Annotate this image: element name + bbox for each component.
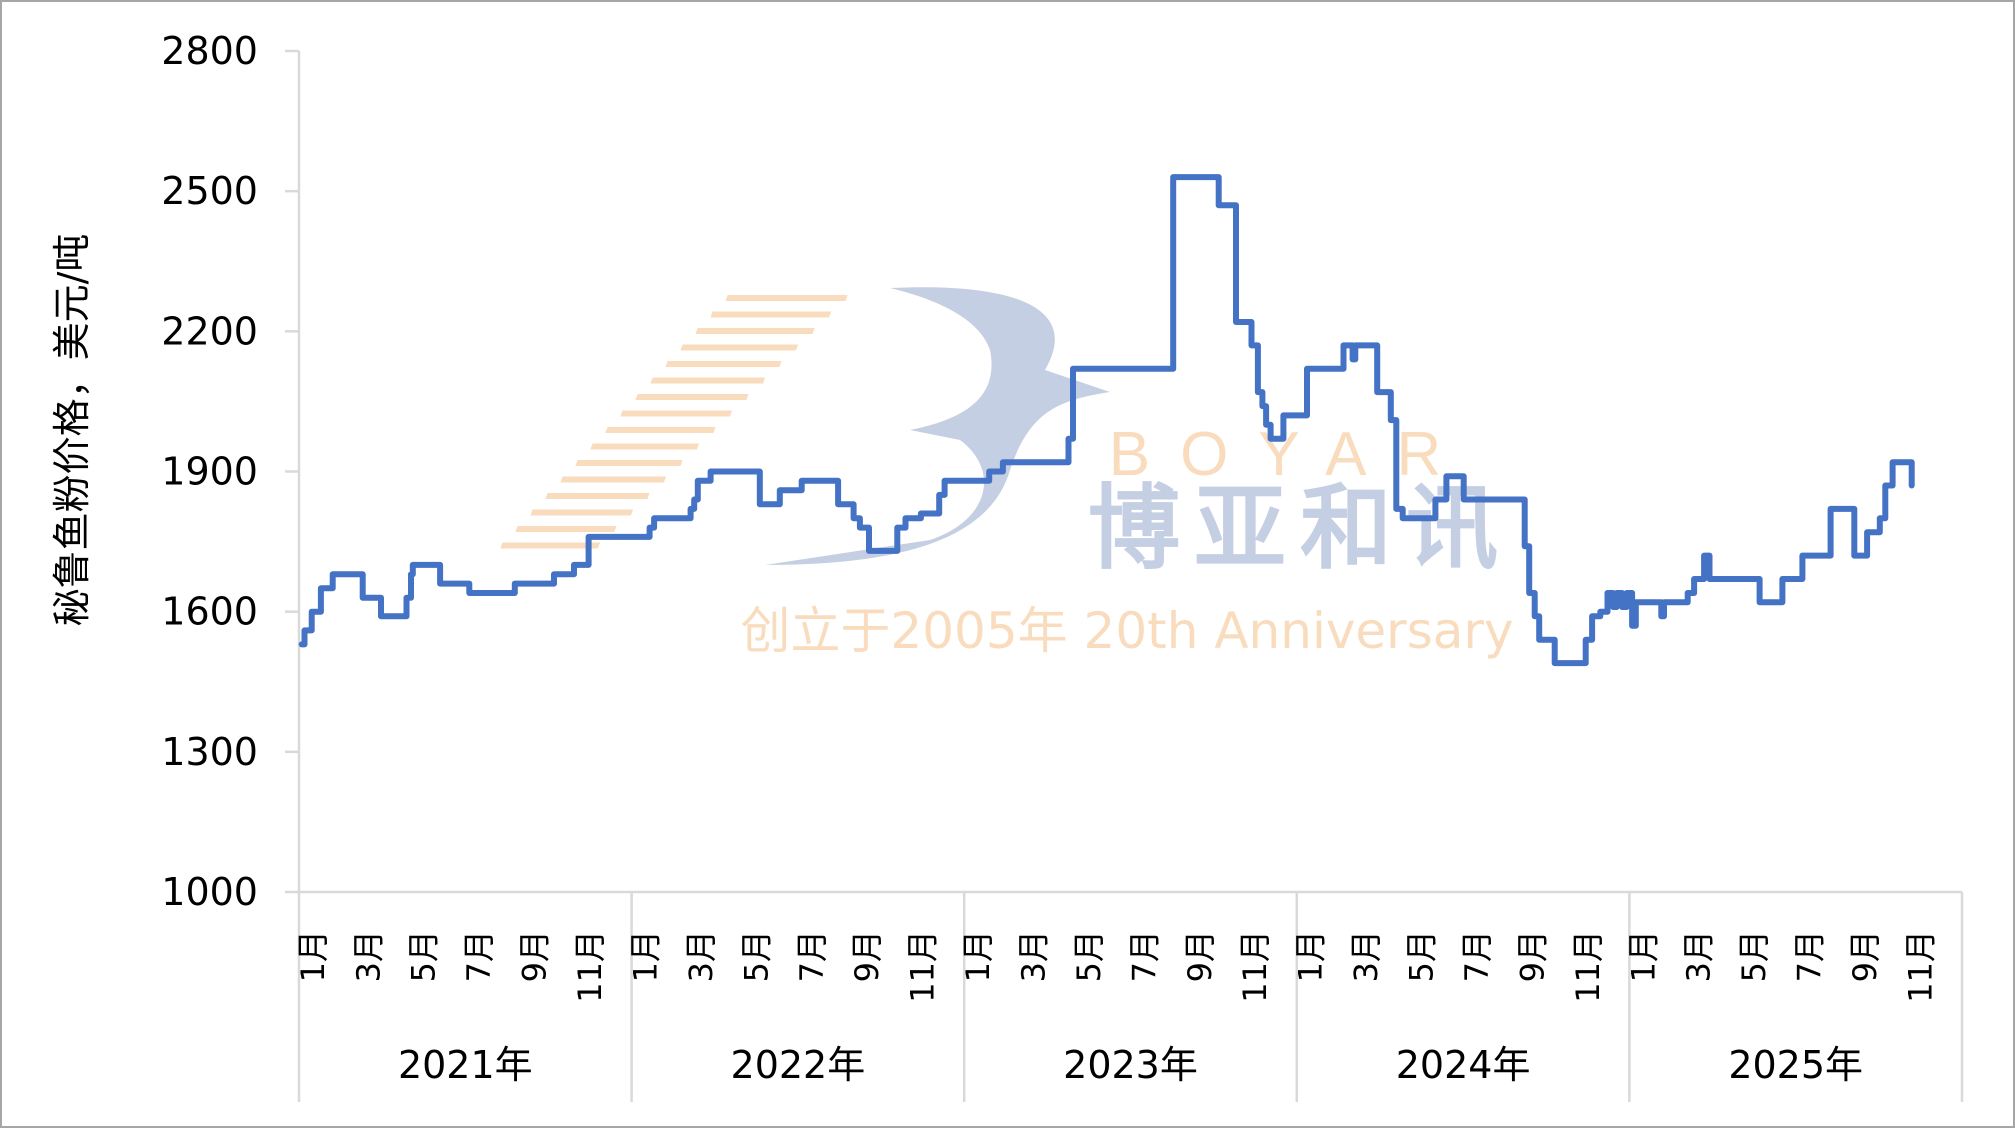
- watermark-brand-cn: 博亚和讯: [1088, 475, 1512, 582]
- x-month-label: 7月: [793, 930, 831, 982]
- x-month-label: 3月: [1680, 930, 1718, 982]
- x-month-label: 9月: [1846, 930, 1884, 982]
- x-month-label: 1月: [626, 930, 664, 982]
- x-month-label: 1月: [1624, 930, 1662, 982]
- series-line: [298, 174, 1915, 667]
- y-tick-label: 2800: [161, 29, 258, 73]
- watermark-stripe: [530, 509, 634, 516]
- x-month-label: 11月: [904, 930, 942, 1003]
- boyar-watermark: BOYAR 博亚和讯 创立于2005年 20th Anniversary: [500, 287, 1514, 660]
- x-year-label: 2022年: [731, 1043, 866, 1087]
- x-month-label: 3月: [1014, 930, 1052, 982]
- watermark-stripe: [515, 526, 617, 532]
- x-month-label: 7月: [460, 930, 498, 982]
- x-month-label: 5月: [405, 930, 443, 982]
- y-tick-label: 2500: [161, 169, 258, 213]
- x-month-label: 9月: [1181, 930, 1219, 982]
- x-month-label: 3月: [682, 930, 720, 982]
- x-month-label: 9月: [1513, 930, 1551, 982]
- x-month-label: 11月: [571, 930, 609, 1003]
- y-tick-label: 2200: [161, 309, 258, 353]
- watermark-stripe: [665, 361, 782, 367]
- y-axis-label: 秘鲁鱼粉价格，美元/吨: [50, 234, 94, 627]
- x-month-label: 9月: [848, 930, 886, 982]
- x-month-label: 1月: [294, 930, 332, 982]
- x-month-label: 7月: [1791, 930, 1829, 982]
- x-month-label: 1月: [959, 930, 997, 982]
- y-tick-label: 1900: [161, 450, 258, 494]
- watermark-logo-b-icon: [765, 287, 1110, 565]
- watermark-stripe: [590, 443, 700, 450]
- watermark-tagline: 创立于2005年 20th Anniversary: [740, 602, 1513, 660]
- x-year-label: 2023年: [1063, 1043, 1198, 1087]
- x-year-label: 2025年: [1728, 1043, 1863, 1087]
- x-month-label: 5月: [1403, 930, 1441, 982]
- axes: 1000 1300 1600 1900 2200 2500 2800 1月 3月 5月 7月 9月 11…: [161, 29, 1964, 1102]
- x-month-label: 11月: [1569, 930, 1607, 1003]
- watermark-stripe: [620, 410, 733, 417]
- watermark-stripes: [500, 295, 848, 549]
- watermark-stripe: [560, 476, 667, 483]
- watermark-brand-en: BOYAR: [1109, 420, 1471, 489]
- x-month-label: 11月: [1901, 930, 1939, 1003]
- watermark-stripe: [575, 460, 683, 466]
- watermark-stripe: [500, 542, 601, 549]
- watermark-stripe: [710, 311, 832, 318]
- x-month-label: 3月: [349, 930, 387, 982]
- x-month-label: 7月: [1125, 930, 1163, 982]
- x-month-label: 11月: [1236, 930, 1274, 1003]
- x-month-label: 5月: [1070, 930, 1108, 982]
- x-month-label: 3月: [1347, 930, 1385, 982]
- y-tick-label: 1600: [161, 590, 258, 634]
- watermark-stripe: [725, 295, 848, 301]
- x-month-label: 9月: [516, 930, 554, 982]
- x-month-label: 1月: [1292, 930, 1330, 982]
- watermark-stripe: [545, 493, 650, 499]
- watermark-stripe: [650, 377, 766, 384]
- watermark-stripe: [695, 328, 815, 334]
- x-year-label: 2024年: [1396, 1043, 1531, 1087]
- x-year-label: 2021年: [398, 1043, 533, 1087]
- y-tick-label: 1300: [161, 730, 258, 774]
- y-tick-label: 1000: [161, 870, 258, 914]
- x-month-label: 5月: [737, 930, 775, 982]
- watermark-stripe: [635, 394, 749, 400]
- x-month-label: 7月: [1458, 930, 1496, 982]
- watermark-stripe: [605, 427, 716, 433]
- watermark-stripe: [680, 344, 799, 351]
- x-month-label: 5月: [1735, 930, 1773, 982]
